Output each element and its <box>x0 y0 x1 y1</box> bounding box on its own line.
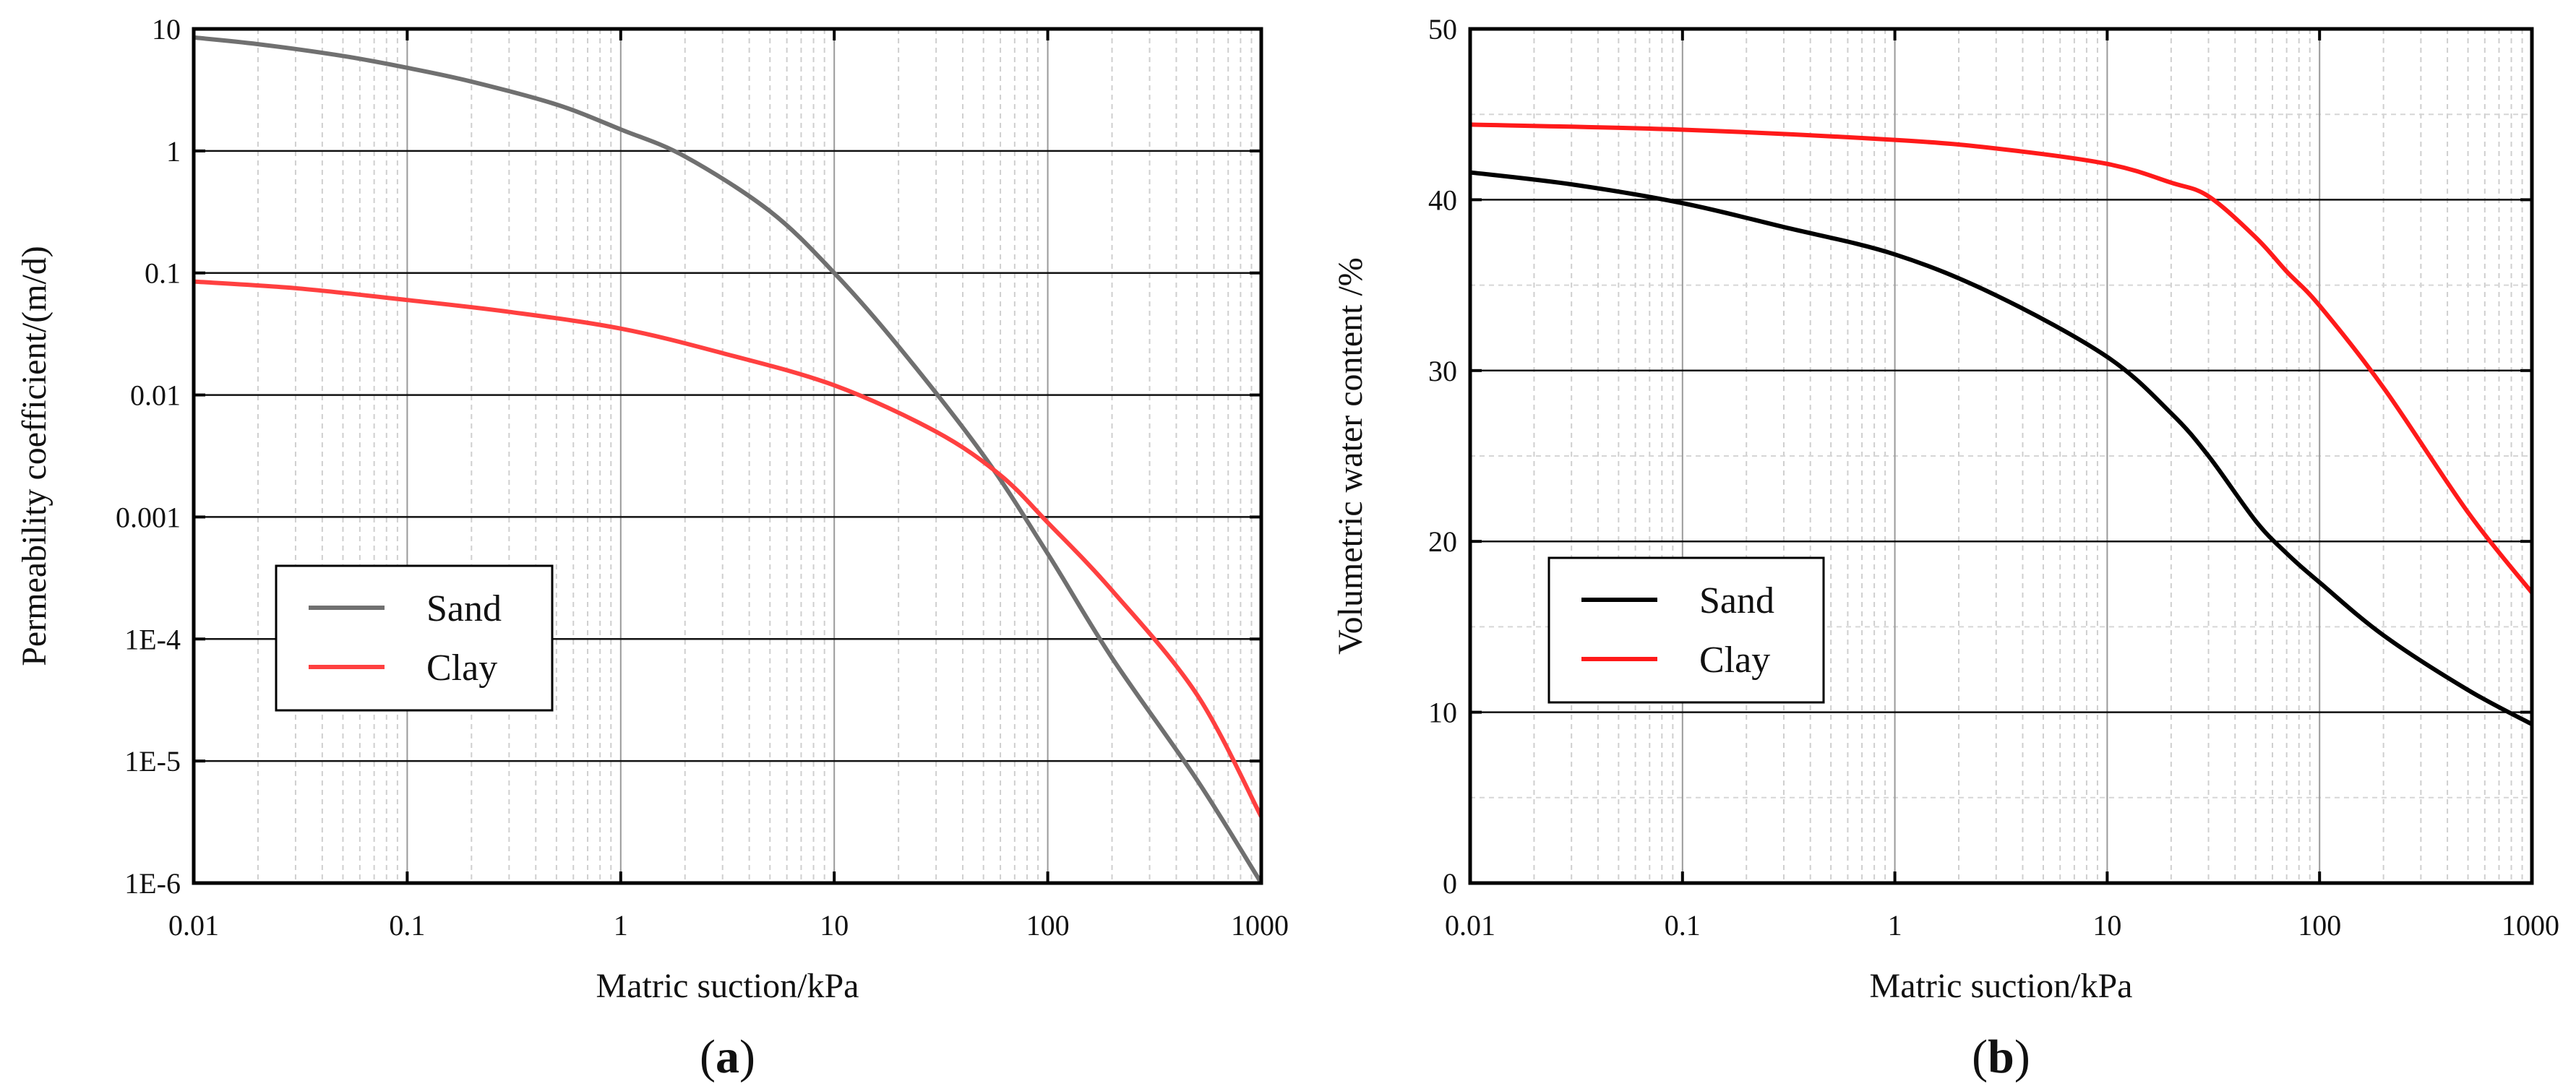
chart-a-permeability: 0.01 0.1 1 10 100 1000 1E-6 1E-5 1E-4 0.001 0.01 0.… <box>15 13 1289 1083</box>
x-tick-label: 0.01 <box>1445 909 1495 942</box>
legend-box <box>1547 556 1825 704</box>
series-line-sand <box>1469 170 2533 726</box>
x-tick-label: 10 <box>2092 909 2121 942</box>
panel-letter: a <box>716 1030 739 1083</box>
y-tick-label: 1E-5 <box>124 745 181 778</box>
x-tick-label: 1 <box>1888 909 1902 942</box>
legend-label-sand: Sand <box>1699 580 1774 621</box>
y-tick-label: 10 <box>1428 697 1457 729</box>
y-tick-label: 0.01 <box>130 379 181 412</box>
x-tick-label: 0.1 <box>1665 909 1701 942</box>
series-line-clay <box>1469 122 2534 594</box>
y-tick-label: 20 <box>1428 525 1457 558</box>
y-tick-label: 50 <box>1428 13 1457 46</box>
x-tick-label: 10 <box>820 909 849 942</box>
plot-frame <box>1468 27 2534 885</box>
y-tick-label: 0.001 <box>116 501 181 533</box>
y-tick-label: 1E-4 <box>124 623 181 655</box>
series-line-sand <box>193 35 1263 884</box>
y-axis-title: Volumetric water content /% <box>1331 257 1370 655</box>
x-tick-label: 0.1 <box>389 909 425 942</box>
x-axis-title: Matric suction/kPa <box>596 967 859 1005</box>
legend-label-sand: Sand <box>426 588 502 629</box>
y-tick-label: 0 <box>1443 867 1457 900</box>
y-tick-label: 30 <box>1428 355 1457 387</box>
x-tick-label: 0.01 <box>168 909 219 942</box>
y-tick-label: 1E-6 <box>124 867 181 900</box>
panel-letter: b <box>1988 1030 2014 1083</box>
legend-label-clay: Clay <box>1699 640 1770 681</box>
legend-label-clay: Clay <box>426 647 497 689</box>
y-tick-label: 40 <box>1428 184 1457 216</box>
x-tick-label: 100 <box>1026 909 1070 942</box>
y-tick-label: 10 <box>152 13 181 46</box>
panel-label: (a) <box>700 1030 755 1083</box>
chart-b-water-content: 0.01 0.1 1 10 100 1000 0 10 20 30 40 50 Matric sucti… <box>1331 13 2559 1083</box>
x-tick-label: 1000 <box>2502 909 2559 942</box>
x-tick-label: 100 <box>2298 909 2341 942</box>
x-tick-label: 1000 <box>1231 909 1289 942</box>
series-line-clay <box>193 279 1263 818</box>
x-tick-label: 1 <box>614 909 628 942</box>
x-axis-title: Matric suction/kPa <box>1870 967 2133 1005</box>
panel-label: (b) <box>1972 1030 2030 1083</box>
plot-frame <box>192 27 1263 885</box>
y-tick-label: 0.1 <box>145 257 181 290</box>
legend-box <box>275 564 554 712</box>
y-axis-title: Permeability coefficient/(m/d) <box>15 246 53 666</box>
y-tick-label: 1 <box>166 135 181 168</box>
